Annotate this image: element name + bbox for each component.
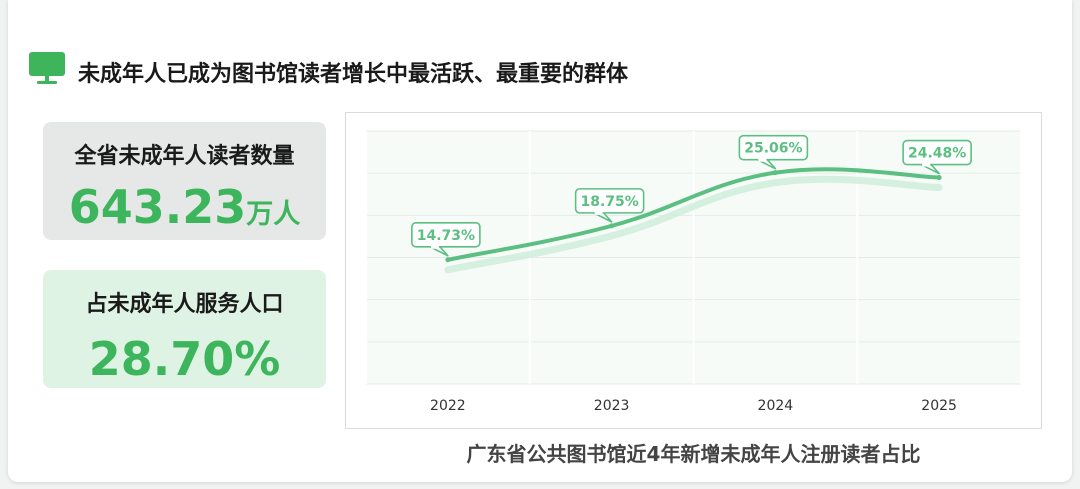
line-chart: 14.73% 18.75% 25.06% 24.48% 2022 2023 2024 2025 xyxy=(365,130,1022,414)
data-label-gap xyxy=(758,157,767,162)
chart-title: 广东省公共图书馆近4年新增未成年人注册读者占比 xyxy=(466,442,921,466)
data-label: 14.73% xyxy=(417,228,475,244)
x-tick-label: 2022 xyxy=(430,398,466,414)
stat-unit: 万人 xyxy=(246,199,301,230)
data-label: 25.06% xyxy=(744,141,802,157)
stat-value: 643.23万人 xyxy=(43,180,326,234)
data-label-gap xyxy=(594,210,603,215)
chart-frame: 14.73% 18.75% 25.06% 24.48% 2022 2023 2024 2025 xyxy=(345,112,1042,429)
data-label-pointer xyxy=(429,246,449,257)
data-label-box xyxy=(574,188,645,214)
stat-label: 占未成年人服务人口 xyxy=(85,292,284,317)
stat-label: 全省未成年人读者数量 xyxy=(74,144,295,169)
data-point xyxy=(772,170,778,176)
data-point xyxy=(445,257,451,263)
data-label: 18.75% xyxy=(580,194,638,210)
stat-card-service-share: 占未成年人服务人口 28.70% xyxy=(43,270,326,388)
stat-card-reader-count: 全省未成年人读者数量 643.23万人 xyxy=(43,122,326,240)
series-line-shadow xyxy=(444,175,943,274)
stat-number: 643.23 xyxy=(68,180,247,234)
data-label-gap xyxy=(430,244,439,249)
series-line xyxy=(445,167,942,262)
data-point xyxy=(936,175,942,181)
data-point xyxy=(609,223,615,229)
stat-value: 28.70% xyxy=(88,332,281,386)
data-label-pointer xyxy=(593,212,613,223)
monitor-icon xyxy=(29,52,65,84)
data-label-box xyxy=(411,221,481,248)
data-label-pointer xyxy=(920,163,940,175)
data-label: 24.48% xyxy=(908,146,966,162)
x-tick-label: 2025 xyxy=(921,398,957,414)
x-tick-label: 2024 xyxy=(758,398,794,414)
section-title: 未成年人已成为图书馆读者增长中最活跃、最重要的群体 xyxy=(78,62,629,87)
data-label-gap xyxy=(922,162,931,167)
data-label-box xyxy=(738,134,809,161)
x-tick-label: 2023 xyxy=(594,398,630,414)
data-label-box xyxy=(902,139,972,166)
